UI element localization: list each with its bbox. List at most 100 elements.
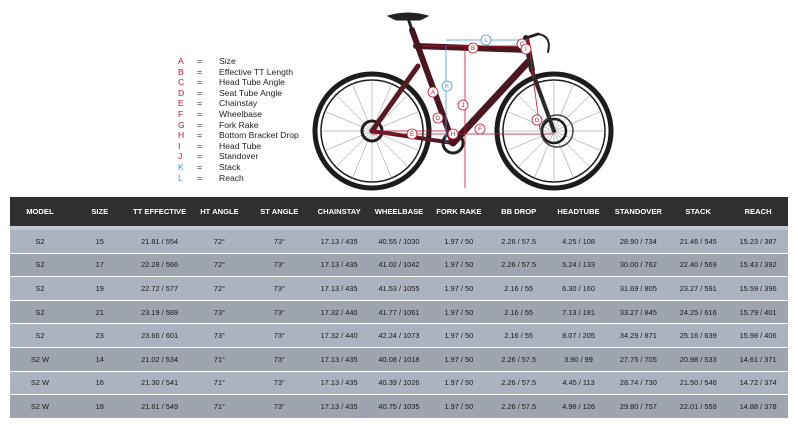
column-header-model: MODEL	[10, 197, 70, 228]
cell-st-angle: 73°	[249, 370, 310, 395]
cell-chainstay: 17.32 / 440	[309, 323, 370, 348]
cell-bb-drop: 2.26 / 57.5	[488, 370, 549, 395]
legend-letter: H	[178, 130, 185, 141]
legend-label: Size	[219, 56, 236, 66]
cell-headtube: 3.90 / 99	[548, 346, 609, 372]
table-row: S2 W 18 21.61 / 549 71° 73° 17.13 / 435 40.75 …	[10, 394, 788, 418]
column-header-bb-drop: BB DROP	[488, 197, 549, 228]
cell-standover: 34.29 / 871	[608, 323, 669, 348]
table-row: S2 21 23.19 / 589 73° 73° 17.32 / 440 41.77 / …	[10, 299, 788, 324]
cell-st-angle: 73°	[249, 276, 310, 301]
cell-chainstay: 17.13 / 435	[309, 276, 370, 301]
legend-item: D = Seat Tube Angle	[178, 87, 283, 98]
cell-standover: 30.00 / 762	[608, 252, 669, 277]
legend-item: A = Size	[178, 56, 236, 66]
cell-model: S2	[10, 252, 70, 277]
legend-label: Fork Rake	[219, 119, 259, 130]
table-row: S2 15 21.81 / 554 72° 73° 17.13 / 435 40.55 / …	[10, 225, 788, 254]
svg-text:L: L	[484, 38, 488, 44]
legend-label: Wheelbase	[219, 108, 262, 119]
cell-fork-rake: 1.97 / 50	[428, 323, 489, 348]
cell-reach: 15.79 / 401	[728, 299, 788, 324]
column-header-fork-rake: FORK RAKE	[428, 197, 489, 228]
cell-standover: 29.80 / 757	[608, 394, 669, 418]
column-header-st-angle: ST ANGLE	[249, 197, 310, 228]
table-row: S2 23 23.66 / 601 73° 73° 17.32 / 440 42.24 / …	[10, 323, 788, 348]
svg-text:H: H	[451, 132, 455, 138]
column-header-tt-effective: TT EFFECTIVE	[129, 197, 190, 228]
cell-tt-effective: 21.61 / 549	[129, 394, 190, 418]
cell-tt-effective: 22.28 / 566	[129, 252, 190, 277]
svg-text:B: B	[471, 46, 475, 52]
cell-stack: 20.98 / 533	[668, 346, 729, 372]
svg-text:J: J	[462, 103, 465, 109]
cell-chainstay: 17.13 / 435	[309, 225, 370, 254]
cell-model: S2	[10, 323, 70, 348]
column-header-ht-angle: HT ANGLE	[189, 197, 250, 228]
legend-label: Seat Tube Angle	[219, 87, 283, 98]
cell-stack: 24.25 / 616	[668, 299, 729, 324]
cell-chainstay: 17.13 / 435	[309, 394, 370, 418]
table-row: S2 19 22.72 / 577 72° 73° 17.13 / 435 41.53 / …	[10, 276, 788, 301]
legend-label: Standover	[219, 151, 259, 162]
legend-letter: C	[178, 77, 185, 88]
cell-headtube: 4.25 / 108	[548, 225, 609, 254]
geometry-table: MODEL SIZE TT EFFECTIVE HT ANGLE ST ANGL…	[10, 197, 788, 418]
cell-reach: 15.43 / 392	[728, 252, 788, 277]
cell-st-angle: 73°	[249, 323, 310, 348]
cell-size: 23	[69, 323, 130, 348]
cell-ht-angle: 72°	[189, 276, 250, 301]
front-wheel	[494, 71, 614, 191]
callout-f: F	[474, 123, 486, 135]
svg-text:C: C	[520, 42, 525, 48]
legend-item: F = Wheelbase	[178, 108, 262, 119]
cell-st-angle: 73°	[249, 252, 310, 277]
cell-st-angle: 73°	[249, 225, 310, 254]
cell-tt-effective: 21.02 / 534	[129, 346, 190, 372]
cell-reach: 14.88 / 378	[728, 394, 788, 418]
cell-fork-rake: 1.97 / 50	[428, 370, 489, 395]
cell-model: S2 W	[10, 394, 70, 418]
bike-geometry-diagram: A B C D E F G H I J K L	[312, 12, 614, 191]
cell-stack: 21.50 / 546	[668, 370, 729, 395]
column-header-stack: STACK	[668, 197, 729, 228]
legend-item: G = Fork Rake	[178, 119, 259, 130]
cell-standover: 28.90 / 734	[608, 225, 669, 254]
cell-fork-rake: 1.97 / 50	[428, 299, 489, 324]
column-header-headtube: HEADTUBE	[548, 197, 609, 228]
cell-stack: 21.46 / 545	[668, 225, 729, 254]
callout-j: J	[457, 99, 469, 111]
cell-size: 14	[69, 346, 130, 372]
cell-tt-effective: 21.30 / 541	[129, 370, 190, 395]
cell-bb-drop: 2.16 / 55	[488, 276, 549, 301]
cell-fork-rake: 1.97 / 50	[428, 346, 489, 372]
cell-wheelbase: 40.39 / 1026	[369, 370, 429, 395]
cell-headtube: 5.24 / 133	[548, 252, 609, 277]
legend-item: B = Effective TT Length	[178, 66, 294, 77]
legend-letter: E	[178, 98, 184, 109]
cell-standover: 33.27 / 845	[608, 299, 669, 324]
cell-stack: 22.01 / 559	[668, 394, 729, 418]
legend-label: Stack	[219, 161, 241, 172]
legend-letter: L	[178, 172, 183, 183]
cell-fork-rake: 1.97 / 50	[428, 225, 489, 254]
cell-reach: 14.72 / 374	[728, 370, 788, 395]
table-header-row: MODEL SIZE TT EFFECTIVE HT ANGLE ST ANGL…	[10, 197, 788, 228]
cell-wheelbase: 40.08 / 1018	[369, 346, 429, 372]
table-row: S2 17 22.28 / 566 72° 73° 17.13 / 435 41.02 / …	[10, 252, 788, 277]
cell-standover: 31.69 / 805	[608, 276, 669, 301]
callout-e: E	[406, 128, 418, 140]
cell-tt-effective: 21.81 / 554	[129, 225, 190, 254]
callout-d: D	[432, 112, 444, 124]
cell-reach: 15.59 / 396	[728, 276, 788, 301]
cell-st-angle: 73°	[249, 346, 310, 372]
cell-size: 21	[69, 299, 130, 324]
cell-fork-rake: 1.97 / 50	[428, 394, 489, 418]
legend-letter: D	[178, 87, 185, 98]
callout-i: I	[520, 43, 532, 55]
cell-size: 16	[69, 370, 130, 395]
cell-headtube: 4.45 / 113	[548, 370, 609, 395]
cell-model: S2	[10, 276, 70, 301]
cell-wheelbase: 41.53 / 1055	[369, 276, 429, 301]
svg-text:D: D	[436, 116, 441, 122]
